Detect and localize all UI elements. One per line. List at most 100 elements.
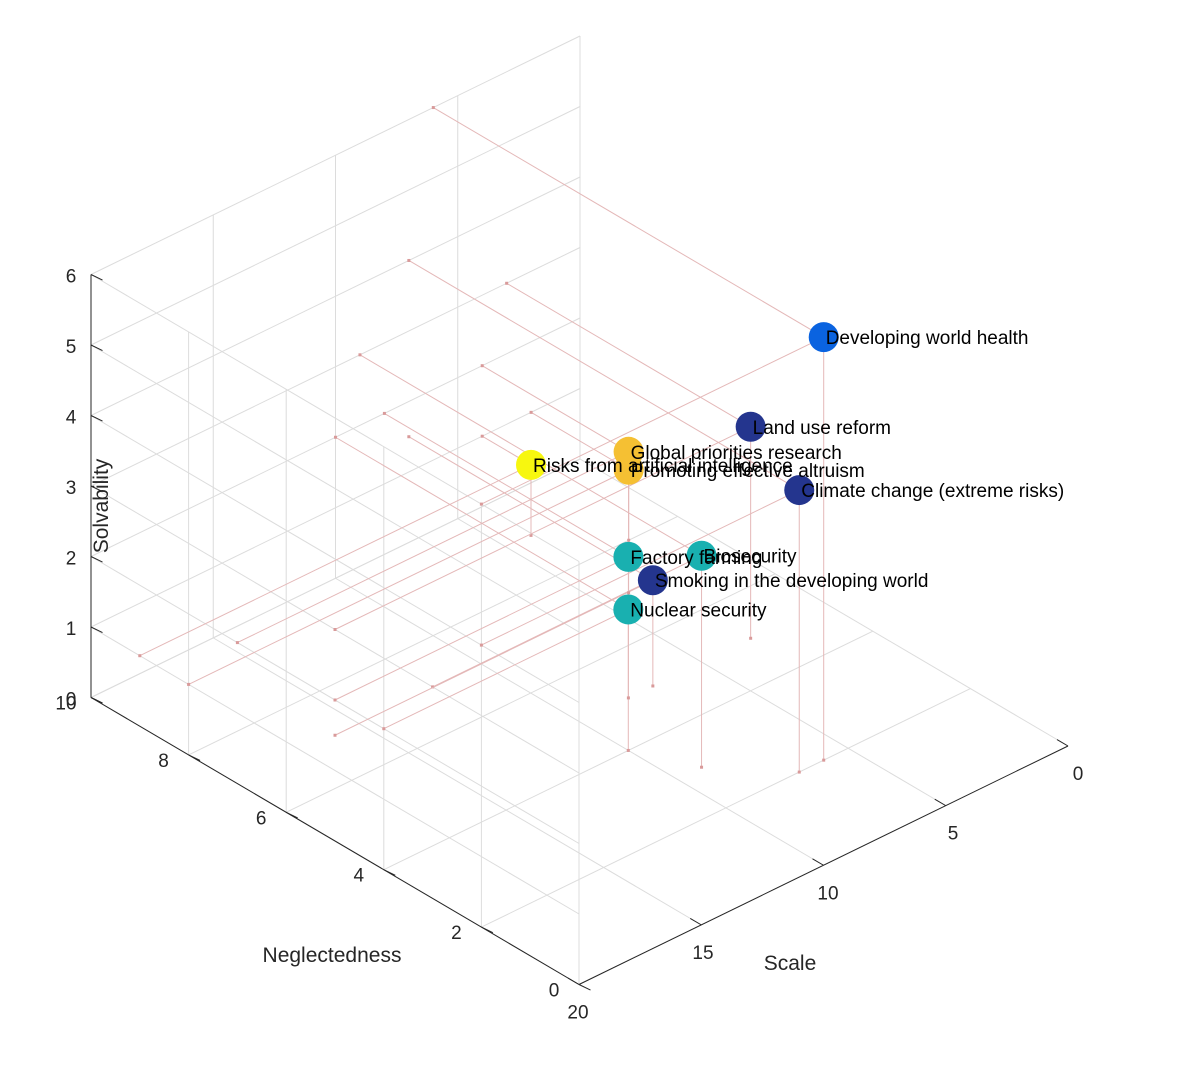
stem-marker xyxy=(749,636,753,640)
grid-line xyxy=(285,573,776,813)
stem-line xyxy=(188,469,629,685)
stem-marker xyxy=(529,410,533,414)
data-point xyxy=(637,565,668,596)
stem-marker xyxy=(382,727,386,731)
stem-line xyxy=(237,451,629,644)
data-label: Factory farming xyxy=(630,548,762,569)
stem-marker xyxy=(479,643,483,647)
solvability-tick xyxy=(90,485,103,493)
stem-marker xyxy=(407,435,411,439)
stem-marker xyxy=(627,538,631,542)
stem-marker xyxy=(431,106,435,110)
data-point xyxy=(784,475,815,506)
stem-marker xyxy=(479,502,483,506)
solvability-tick-label: 1 xyxy=(66,619,77,640)
stem-line xyxy=(433,107,824,338)
data-label: Climate change (extreme risks) xyxy=(801,481,1064,502)
scale-tick xyxy=(812,858,824,866)
scale-tick-label: 15 xyxy=(692,943,713,964)
solvability-tick-label: 2 xyxy=(66,549,77,570)
grid-line xyxy=(90,247,581,487)
stem-marker xyxy=(480,364,484,368)
grid-line xyxy=(212,637,702,926)
scale-tick xyxy=(934,798,947,807)
stem-marker xyxy=(627,591,631,595)
neglectedness-tick-label: 6 xyxy=(256,808,267,829)
scale-tick-label: 10 xyxy=(817,883,838,904)
solvability-tick-label: 0 xyxy=(66,690,77,711)
scale-tick-label: 5 xyxy=(948,824,959,845)
data-point xyxy=(613,594,644,625)
grid-line xyxy=(90,176,581,416)
x-axis-title: Scale xyxy=(764,952,817,975)
solvability-tick-label: 4 xyxy=(66,408,77,429)
data-label: Smoking in the developing world xyxy=(655,571,929,592)
scale-tick-label: 0 xyxy=(1073,764,1084,785)
neglectedness-tick-label: 4 xyxy=(354,866,365,887)
solvability-tick xyxy=(90,626,103,634)
grid-line xyxy=(90,35,581,275)
data-point xyxy=(613,454,644,485)
stem-line xyxy=(408,436,654,581)
stem-marker xyxy=(138,654,142,658)
scale-tick xyxy=(1056,739,1069,747)
stem-marker xyxy=(334,435,337,439)
neglectedness-tick xyxy=(188,754,201,761)
data-point xyxy=(613,541,644,572)
neglectedness-tick xyxy=(383,869,396,876)
stem-marker xyxy=(431,685,435,689)
stem-marker xyxy=(407,258,411,262)
stem-marker xyxy=(333,698,337,702)
stem-line xyxy=(334,556,629,701)
stem-line xyxy=(139,464,532,657)
neglectedness-tick-label: 2 xyxy=(451,923,462,944)
stem-line xyxy=(506,282,751,428)
data-label: Global priorities research xyxy=(631,443,842,464)
data-point xyxy=(516,449,546,480)
stem-marker xyxy=(529,533,533,537)
neglectedness-tick-label: 0 xyxy=(549,981,560,1002)
stem-marker xyxy=(626,696,630,700)
scale-tick xyxy=(567,977,580,985)
neglectedness-tick-label: 8 xyxy=(158,751,169,772)
stem-marker xyxy=(822,758,826,762)
solvability-tick xyxy=(90,415,103,422)
data-label: Land use reform xyxy=(753,418,891,439)
scale-tick xyxy=(689,918,702,926)
data-label: Risks from artificial intelligence xyxy=(533,456,793,477)
stem-marker xyxy=(333,733,337,737)
solvability-tick-label: 3 xyxy=(66,478,77,499)
stem-marker xyxy=(651,684,655,688)
solvability-tick xyxy=(90,274,103,281)
stem-line xyxy=(334,579,654,736)
stem-marker xyxy=(700,765,704,769)
y-axis-title: Neglectedness xyxy=(263,944,402,967)
data-point xyxy=(686,540,717,571)
grid-line xyxy=(188,515,678,756)
data-label: Promoting effective altruism xyxy=(631,461,865,482)
stem-marker xyxy=(187,682,191,686)
neglectedness-axis-line xyxy=(90,697,580,985)
stem-marker xyxy=(333,628,337,631)
solvability-tick xyxy=(90,344,103,352)
solvability-tick-label: 5 xyxy=(66,337,77,358)
stem-marker xyxy=(382,411,386,415)
data-label: Developing world health xyxy=(826,328,1029,349)
grid-line xyxy=(90,458,581,698)
stem-line xyxy=(481,489,800,646)
grid-line xyxy=(481,688,971,928)
stem-line xyxy=(481,365,629,453)
grid-line xyxy=(90,388,581,628)
stem-marker xyxy=(626,748,630,752)
solvability-tick xyxy=(90,697,103,704)
solvability-tick-label: 6 xyxy=(66,267,77,288)
stem-marker xyxy=(358,353,362,357)
stem-marker xyxy=(480,434,484,438)
stem-line xyxy=(530,411,629,471)
neglectedness-tick xyxy=(285,811,298,819)
z-axis-title: Solvability xyxy=(90,458,113,553)
stem-line xyxy=(384,412,629,558)
solvability-tick xyxy=(90,556,103,563)
